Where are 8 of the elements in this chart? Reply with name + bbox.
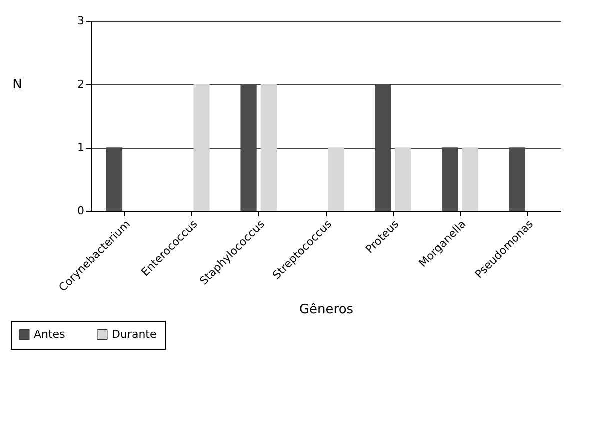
y-axis-title: N xyxy=(12,78,22,92)
legend-label: Antes xyxy=(34,328,66,341)
y-tick-label: 3 xyxy=(78,14,84,28)
legend-label: Durante xyxy=(112,328,157,341)
y-tick-label: 0 xyxy=(78,204,84,218)
y-tick-label: 1 xyxy=(78,141,84,154)
x-axis-title: Gêneros xyxy=(299,302,354,318)
y-tick-label: 2 xyxy=(78,78,84,91)
